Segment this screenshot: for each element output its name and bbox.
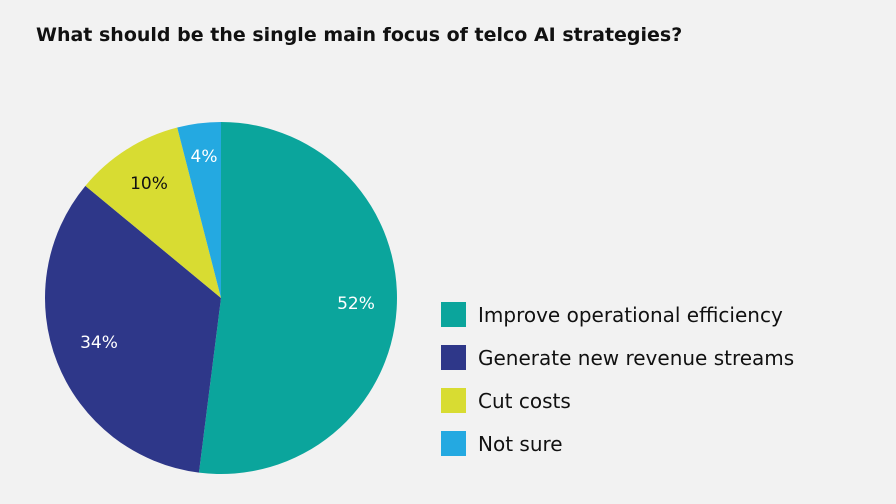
legend-item-improve-operational-efficiency: Improve operational efficiency	[441, 293, 794, 336]
legend-swatch	[441, 302, 466, 327]
legend-label: Not sure	[478, 431, 563, 456]
legend: Improve operational efficiency Generate …	[441, 293, 794, 465]
legend-swatch	[441, 345, 466, 370]
pie-slice-not-sure	[177, 122, 221, 298]
slice-value-label: 10%	[130, 174, 168, 194]
chart-title: What should be the single main focus of …	[36, 24, 683, 46]
pie-slice-generate-new-revenue-streams	[44, 185, 221, 473]
legend-swatch	[441, 431, 466, 456]
legend-label: Cut costs	[478, 388, 571, 413]
legend-label: Improve operational efficiency	[478, 302, 783, 327]
pie-slice-improve-operational-efficiency	[198, 122, 397, 474]
legend-label: Generate new revenue streams	[478, 345, 795, 370]
slice-value-label: 4%	[191, 147, 218, 167]
slice-value-label: 52%	[337, 294, 375, 314]
slice-value-label: 34%	[80, 333, 118, 353]
legend-item-cut-costs: Cut costs	[441, 379, 794, 422]
legend-item-generate-new-revenue-streams: Generate new revenue streams	[441, 336, 794, 379]
pie-labels: 52% 34% 10% 4%	[80, 147, 375, 353]
pie-slice-cut-costs	[85, 127, 221, 299]
legend-swatch	[441, 388, 466, 413]
legend-item-not-sure: Not sure	[441, 422, 794, 465]
pie-slices	[44, 122, 397, 474]
